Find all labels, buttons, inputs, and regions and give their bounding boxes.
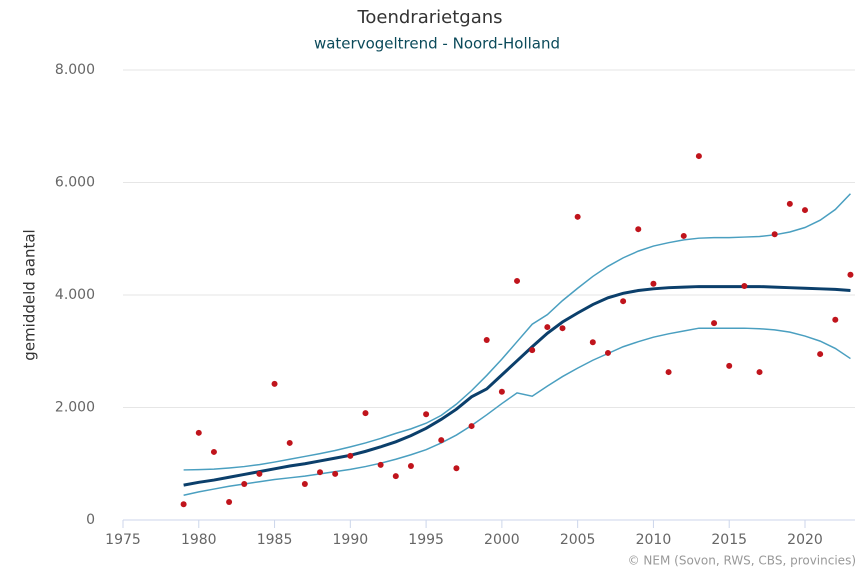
- data-point: [817, 351, 824, 358]
- data-point: [301, 481, 308, 487]
- data-point: [241, 481, 248, 487]
- x-tick-label: 2020: [787, 532, 823, 548]
- data-point: [362, 410, 369, 417]
- data-point: [180, 501, 187, 508]
- trend-line: [183, 285, 851, 487]
- data-point: [604, 349, 611, 356]
- data-point: [210, 448, 217, 455]
- data-point: [832, 316, 839, 323]
- data-point: [483, 337, 490, 343]
- data-point: [529, 347, 536, 354]
- data-point: [771, 231, 778, 238]
- data-point: [271, 380, 278, 387]
- x-tick-label: 1975: [105, 532, 141, 548]
- data-point: [514, 277, 521, 284]
- data-point: [665, 369, 672, 376]
- data-point: [544, 324, 551, 331]
- data-point: [286, 439, 293, 446]
- data-point: [438, 437, 445, 444]
- x-tick-label: 1980: [181, 532, 217, 548]
- x-tick-label: 2000: [484, 532, 520, 548]
- chart-subtitle: watervogeltrend - Noord-Holland: [314, 35, 560, 53]
- data-point: [650, 280, 657, 287]
- chart-title: Toendrarietgans: [356, 7, 502, 28]
- y-tick-label: 4.000: [55, 287, 95, 303]
- trend-line: [183, 193, 851, 471]
- x-tick-label: 2005: [560, 532, 596, 548]
- x-tick-label: 1985: [257, 532, 293, 548]
- data-point: [392, 473, 399, 480]
- trend-line: [183, 327, 851, 496]
- data-point: [407, 463, 414, 469]
- data-point: [195, 429, 202, 436]
- y-tick-label: 8.000: [55, 62, 95, 78]
- data-point: [589, 339, 596, 346]
- data-point: [695, 153, 702, 160]
- credit: © NEM (Sovon, RWS, CBS, provincies): [628, 554, 856, 568]
- data-point: [423, 411, 430, 418]
- data-point: [559, 325, 566, 332]
- data-point: [635, 226, 642, 233]
- data-point: [574, 213, 581, 220]
- x-tick-label: 2015: [711, 532, 747, 548]
- data-point: [741, 283, 748, 289]
- data-point: [347, 452, 354, 459]
- data-point: [847, 271, 854, 278]
- data-point: [711, 320, 718, 327]
- data-point: [786, 200, 793, 207]
- data-point: [317, 469, 324, 476]
- y-axis-label: gemiddeld aantal: [21, 229, 39, 360]
- y-tick-label: 2.000: [55, 400, 95, 416]
- data-point: [256, 470, 263, 477]
- data-point: [680, 232, 687, 239]
- x-tick-label: 1995: [408, 532, 444, 548]
- data-point: [453, 465, 460, 472]
- data-point: [332, 470, 339, 477]
- data-point: [498, 388, 505, 395]
- data-point: [726, 362, 733, 369]
- data-point: [377, 461, 384, 468]
- x-tick-label: 1990: [333, 532, 369, 548]
- y-tick-label: 0: [86, 512, 95, 528]
- x-tick-label: 2010: [636, 532, 672, 548]
- y-tick-label: 6.000: [55, 175, 95, 191]
- data-point: [226, 499, 233, 505]
- data-point: [801, 207, 808, 214]
- data-point: [468, 423, 475, 430]
- data-point: [620, 298, 627, 305]
- data-point: [756, 369, 763, 376]
